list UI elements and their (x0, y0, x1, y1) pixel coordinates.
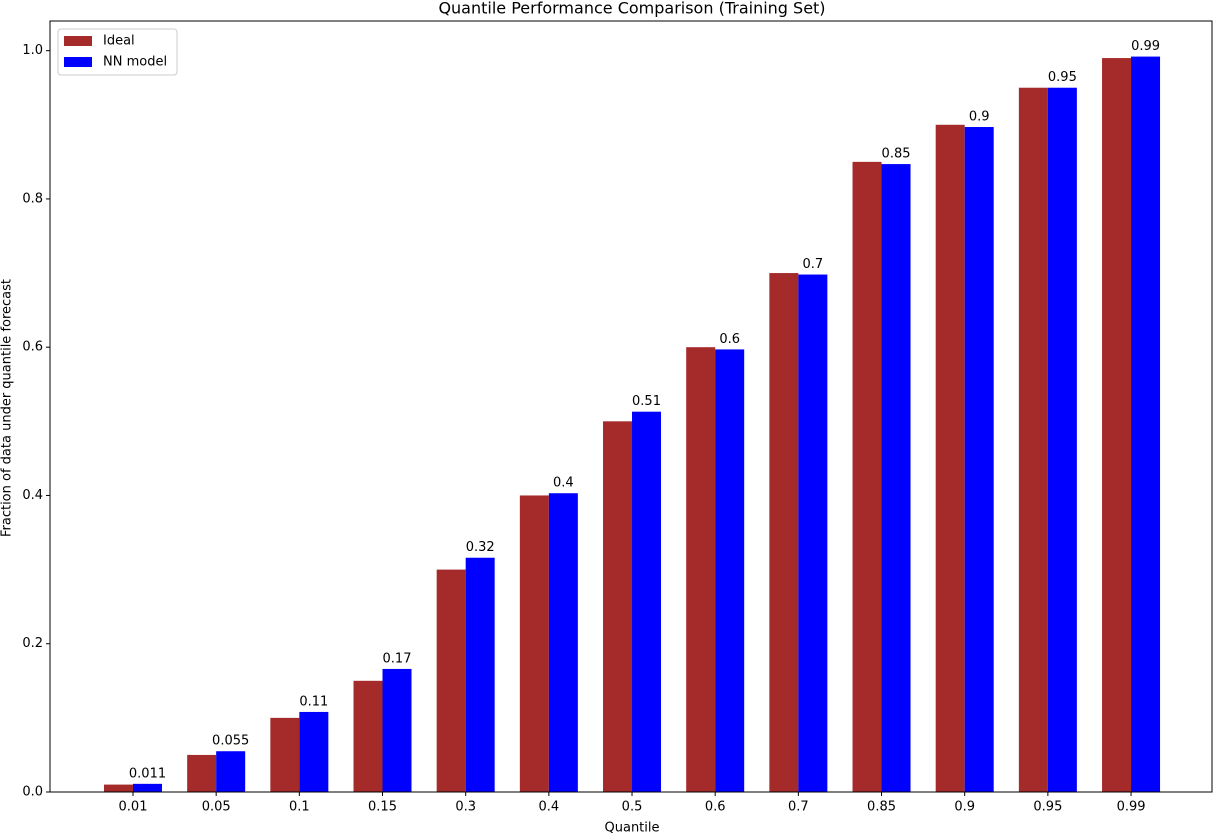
value-label: 0.7 (803, 257, 824, 272)
bar (1102, 58, 1132, 792)
value-label: 0.32 (466, 540, 495, 555)
bar (133, 783, 162, 792)
bar (686, 347, 716, 792)
y-tick-label: 1.0 (22, 43, 43, 58)
bar (216, 751, 246, 792)
bar (715, 349, 745, 792)
value-label: 0.51 (632, 394, 661, 409)
legend-label: NN model (103, 55, 167, 70)
x-tick-label: 0.01 (119, 800, 148, 815)
bar (798, 274, 828, 792)
chart-title: Quantile Performance Comparison (Trainin… (438, 0, 825, 18)
bar (1018, 87, 1048, 793)
value-label: 0.011 (129, 766, 166, 781)
x-tick-label: 0.99 (1117, 800, 1146, 815)
bar (935, 124, 965, 793)
bar (632, 411, 662, 792)
x-tick-label: 0.05 (202, 800, 231, 815)
value-label: 0.055 (212, 734, 249, 749)
axes-frame (49, 20, 1213, 793)
bar (519, 495, 549, 792)
x-tick-label: 0.4 (539, 800, 560, 815)
legend-swatch (64, 57, 92, 67)
value-label: 0.85 (882, 147, 911, 162)
x-tick-label: 0.7 (788, 800, 809, 815)
legend-swatch (64, 36, 92, 46)
bar (382, 668, 412, 792)
y-axis-label: Fraction of data under quantile forecast (0, 279, 15, 537)
bar (465, 557, 495, 792)
x-tick-label: 0.85 (867, 800, 896, 815)
value-label: 0.17 (383, 651, 412, 666)
bar (603, 421, 633, 792)
legend-label: Ideal (103, 34, 135, 49)
y-tick-label: 0.6 (22, 340, 43, 355)
y-tick-label: 0.2 (22, 636, 43, 651)
y-tick-label: 0.4 (22, 488, 43, 503)
bar (299, 711, 329, 792)
value-label: 0.99 (1131, 39, 1160, 54)
x-tick-label: 0.3 (455, 800, 476, 815)
value-label: 0.11 (299, 694, 328, 709)
value-label: 0.95 (1048, 70, 1077, 85)
x-tick-label: 0.1 (289, 800, 310, 815)
x-tick-label: 0.6 (705, 800, 726, 815)
x-tick-label: 0.15 (368, 800, 397, 815)
x-tick-label: 0.9 (954, 800, 975, 815)
bar (1047, 87, 1077, 793)
value-label: 0.4 (553, 476, 574, 491)
bar (270, 717, 300, 792)
bar (852, 161, 882, 792)
value-label: 0.9 (969, 110, 990, 125)
bar (104, 784, 133, 792)
y-tick-label: 0.0 (22, 785, 43, 800)
bar (964, 127, 994, 792)
value-label: 0.6 (719, 332, 740, 347)
bar (881, 164, 911, 792)
bar (353, 680, 383, 792)
bar (548, 493, 578, 792)
bar (187, 754, 217, 792)
x-tick-label: 0.5 (622, 800, 643, 815)
x-axis-label: Quantile (605, 821, 660, 835)
bar (1131, 56, 1161, 793)
x-tick-label: 0.95 (1033, 800, 1062, 815)
bar (769, 273, 799, 792)
y-tick-label: 0.8 (22, 191, 43, 206)
bar (436, 569, 466, 792)
